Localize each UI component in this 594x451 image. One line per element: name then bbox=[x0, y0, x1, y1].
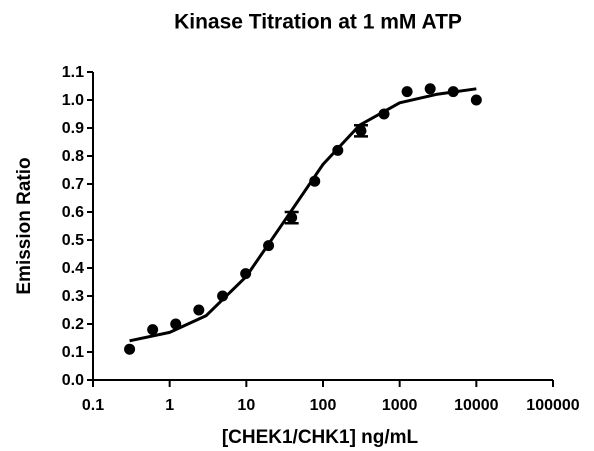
x-tick-label: 0.1 bbox=[82, 397, 104, 414]
y-tick-label: 0.8 bbox=[62, 148, 84, 165]
fit-curve bbox=[129, 87, 477, 343]
y-tick-label: 0.9 bbox=[62, 120, 84, 137]
chart-title: Kinase Titration at 1 mM ATP bbox=[174, 11, 462, 34]
x-tick-label: 10000 bbox=[454, 397, 499, 414]
x-tick-label: 1000 bbox=[382, 397, 418, 414]
x-tick-label: 100000 bbox=[526, 397, 579, 414]
y-tick-label: 0.3 bbox=[62, 288, 84, 305]
y-tick-label: 0.6 bbox=[62, 204, 84, 221]
x-tick-label: 10 bbox=[237, 397, 255, 414]
y-tick-label: 1.0 bbox=[62, 92, 84, 109]
y-axis-label: Emission Ratio bbox=[14, 157, 35, 294]
y-tick-label: 0.7 bbox=[62, 176, 84, 193]
data-point bbox=[424, 83, 436, 95]
data-point bbox=[193, 304, 205, 316]
y-tick-label: 0.5 bbox=[62, 232, 84, 249]
y-tick-label: 0.0 bbox=[62, 372, 84, 389]
y-tick-label: 1.1 bbox=[62, 64, 84, 81]
x-axis-label: [CHEK1/CHK1] ng/mL bbox=[222, 427, 419, 448]
x-tick-label: 1 bbox=[165, 397, 174, 414]
data-point bbox=[470, 94, 482, 106]
y-tick-label: 0.1 bbox=[62, 344, 84, 361]
data-point bbox=[401, 86, 413, 98]
y-tick-label: 0.2 bbox=[62, 316, 84, 333]
y-tick-label: 0.4 bbox=[62, 260, 84, 277]
data-point bbox=[124, 343, 136, 355]
x-tick-label: 100 bbox=[310, 397, 337, 414]
data-point bbox=[147, 324, 159, 336]
